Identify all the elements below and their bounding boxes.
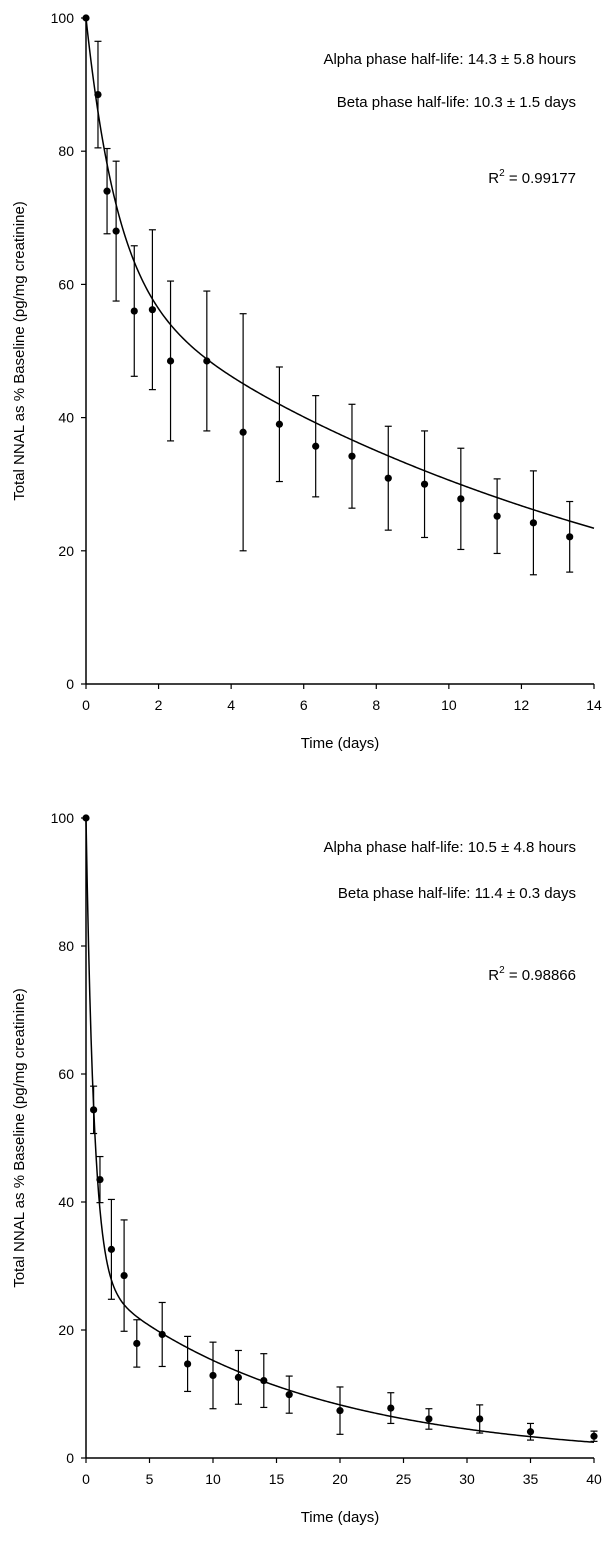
data-point bbox=[90, 1106, 98, 1114]
beta-half-life-annotation: Beta phase half-life: 10.3 ± 1.5 days bbox=[337, 94, 576, 111]
data-point bbox=[82, 814, 90, 822]
x-tick-label: 2 bbox=[155, 697, 163, 713]
y-ticks: 0 20 40 60 80 100 bbox=[51, 810, 86, 1466]
data-point bbox=[420, 480, 429, 488]
data-point bbox=[348, 452, 356, 460]
chart-panel-top: 0 20 40 60 80 100 0 2 4 6 8 10 12 14 Time (days) Tot… bbox=[0, 0, 606, 770]
nnal-chart-14-days: 0 20 40 60 80 100 0 2 4 6 8 10 12 14 Time (days) Tot… bbox=[11, 10, 602, 752]
data-points bbox=[82, 14, 574, 541]
x-tick-label: 40 bbox=[586, 1471, 602, 1487]
r-squared-annotation: R2 = 0.99177 bbox=[488, 168, 576, 187]
data-point bbox=[312, 442, 320, 450]
data-point bbox=[566, 533, 574, 541]
data-point bbox=[148, 306, 157, 314]
data-point bbox=[336, 1407, 344, 1415]
data-point bbox=[529, 519, 538, 527]
y-tick-label: 20 bbox=[58, 543, 74, 559]
data-point bbox=[203, 357, 211, 365]
y-tick-label: 100 bbox=[51, 10, 75, 26]
x-ticks: 0 5 10 15 20 25 30 35 40 bbox=[82, 1458, 602, 1487]
x-tick-label: 0 bbox=[82, 697, 90, 713]
data-point bbox=[103, 187, 111, 195]
x-tick-label: 35 bbox=[523, 1471, 539, 1487]
x-tick-label: 25 bbox=[396, 1471, 412, 1487]
x-axis-title: Time (days) bbox=[301, 1509, 380, 1526]
axes bbox=[85, 18, 594, 685]
x-tick-label: 4 bbox=[227, 697, 235, 713]
y-tick-label: 40 bbox=[58, 1194, 74, 1210]
data-point bbox=[133, 1339, 141, 1348]
y-tick-label: 80 bbox=[58, 143, 74, 159]
data-point bbox=[239, 428, 247, 436]
y-tick-label: 60 bbox=[58, 276, 74, 292]
r-squared-symbol: R bbox=[488, 170, 499, 187]
error-bars bbox=[94, 40, 574, 576]
r-squared-value: = 0.98866 bbox=[505, 967, 576, 984]
data-point bbox=[425, 1415, 433, 1423]
r-squared-exponent: 2 bbox=[499, 965, 505, 976]
x-tick-label: 14 bbox=[586, 697, 602, 713]
data-point bbox=[476, 1415, 484, 1423]
y-tick-label: 60 bbox=[58, 1066, 74, 1082]
data-point bbox=[184, 1360, 192, 1368]
data-points bbox=[82, 814, 598, 1440]
alpha-half-life-annotation: Alpha phase half-life: 10.5 ± 4.8 hours bbox=[323, 839, 576, 856]
r-squared-symbol: R bbox=[488, 967, 499, 984]
data-point bbox=[387, 1404, 395, 1412]
x-tick-label: 12 bbox=[514, 697, 530, 713]
x-tick-label: 0 bbox=[82, 1471, 90, 1487]
y-tick-label: 80 bbox=[58, 938, 74, 954]
x-tick-label: 5 bbox=[146, 1471, 154, 1487]
y-axis-title: Total NNAL as % Baseline (pg/mg creatini… bbox=[11, 988, 28, 1288]
r-squared-value: = 0.99177 bbox=[505, 170, 576, 187]
data-point bbox=[590, 1432, 598, 1440]
y-axis-title: Total NNAL as % Baseline (pg/mg creatini… bbox=[11, 201, 28, 501]
y-tick-label: 0 bbox=[66, 1450, 74, 1466]
x-axis-title: Time (days) bbox=[301, 735, 380, 752]
nnal-chart-40-days: 0 20 40 60 80 100 0 5 10 15 20 25 30 35 40 Time (days… bbox=[11, 810, 602, 1526]
y-tick-label: 0 bbox=[66, 676, 74, 692]
error-bars bbox=[90, 1085, 598, 1442]
r-squared-annotation: R2 = 0.98866 bbox=[488, 965, 576, 984]
data-point bbox=[112, 227, 120, 235]
y-tick-label: 20 bbox=[58, 1322, 74, 1338]
data-point bbox=[285, 1391, 293, 1399]
y-tick-label: 100 bbox=[51, 810, 75, 826]
data-point bbox=[234, 1373, 242, 1381]
y-tick-label: 40 bbox=[58, 410, 74, 426]
x-tick-label: 20 bbox=[332, 1471, 348, 1487]
x-tick-label: 30 bbox=[459, 1471, 475, 1487]
x-tick-label: 10 bbox=[205, 1471, 221, 1487]
beta-half-life-annotation: Beta phase half-life: 11.4 ± 0.3 days bbox=[338, 885, 576, 902]
x-tick-label: 6 bbox=[300, 697, 308, 713]
x-tick-label: 10 bbox=[441, 697, 457, 713]
data-point bbox=[275, 420, 284, 428]
data-point bbox=[166, 357, 175, 365]
data-point bbox=[526, 1428, 535, 1436]
x-tick-label: 15 bbox=[269, 1471, 285, 1487]
x-ticks: 0 2 4 6 8 10 12 14 bbox=[82, 684, 602, 713]
alpha-half-life-annotation: Alpha phase half-life: 14.3 ± 5.8 hours bbox=[323, 51, 576, 68]
data-point bbox=[158, 1330, 166, 1339]
data-point bbox=[493, 512, 501, 520]
data-point bbox=[107, 1245, 115, 1253]
data-point bbox=[130, 307, 138, 315]
y-ticks: 0 20 40 60 80 100 bbox=[51, 10, 86, 692]
x-tick-label: 8 bbox=[372, 697, 380, 713]
data-point bbox=[260, 1376, 268, 1385]
data-point bbox=[120, 1272, 128, 1280]
r-squared-exponent: 2 bbox=[499, 168, 505, 179]
data-point bbox=[384, 474, 392, 482]
data-point bbox=[82, 14, 90, 22]
data-point bbox=[457, 495, 465, 503]
chart-panel-bottom: 0 20 40 60 80 100 0 5 10 15 20 25 30 35 40 Time (days… bbox=[0, 770, 606, 1547]
data-point bbox=[94, 90, 102, 99]
data-point bbox=[96, 1176, 104, 1184]
data-point bbox=[209, 1371, 217, 1380]
